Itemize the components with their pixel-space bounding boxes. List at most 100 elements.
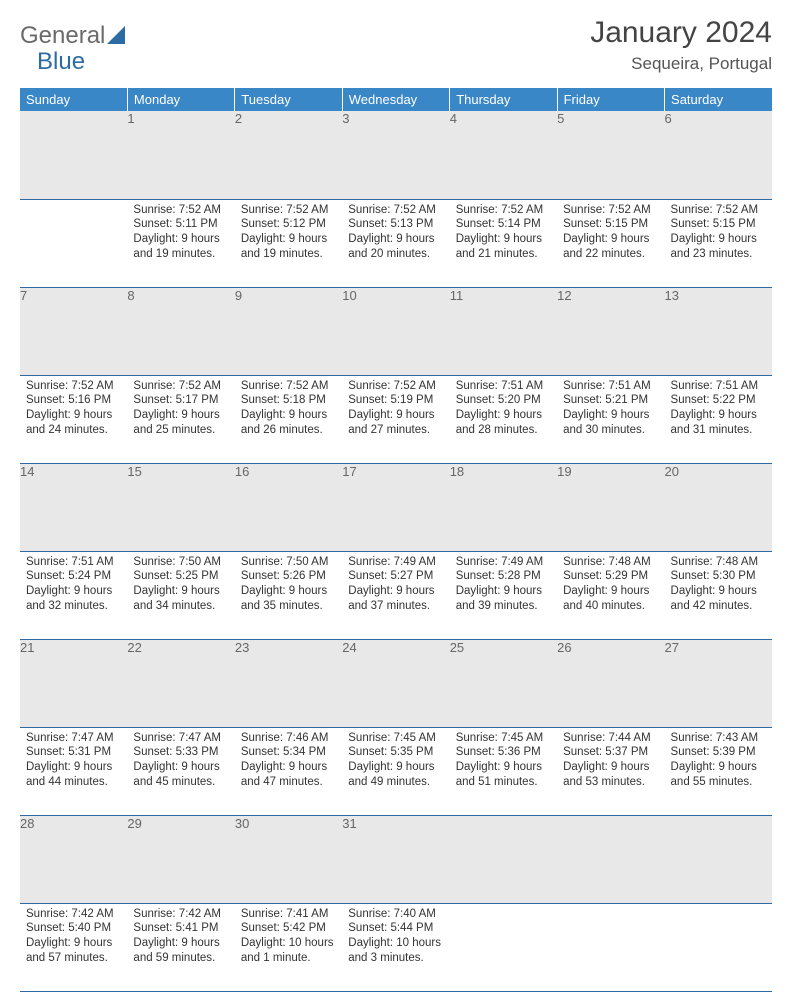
day-cell: Sunrise: 7:49 AMSunset: 5:28 PMDaylight:…	[450, 551, 557, 639]
day-number-cell: 10	[342, 287, 449, 375]
day-number-cell	[557, 815, 664, 903]
day-number-cell: 7	[20, 287, 127, 375]
day-details: Sunrise: 7:40 AMSunset: 5:44 PMDaylight:…	[342, 904, 449, 972]
day-number-cell: 13	[665, 287, 772, 375]
weekday-header: Tuesday	[235, 88, 342, 111]
day-number-cell: 19	[557, 463, 664, 551]
day-cell: Sunrise: 7:42 AMSunset: 5:40 PMDaylight:…	[20, 903, 127, 991]
day-cell: Sunrise: 7:46 AMSunset: 5:34 PMDaylight:…	[235, 727, 342, 815]
day-number-cell: 8	[127, 287, 234, 375]
day-number-cell: 26	[557, 639, 664, 727]
day-cell	[665, 903, 772, 991]
weekday-header: Sunday	[20, 88, 127, 111]
day-cell	[450, 903, 557, 991]
day-number-cell: 2	[235, 111, 342, 199]
day-cell: Sunrise: 7:51 AMSunset: 5:20 PMDaylight:…	[450, 375, 557, 463]
day-number-cell: 31	[342, 815, 449, 903]
day-cell: Sunrise: 7:52 AMSunset: 5:14 PMDaylight:…	[450, 199, 557, 287]
day-cell: Sunrise: 7:50 AMSunset: 5:25 PMDaylight:…	[127, 551, 234, 639]
day-details: Sunrise: 7:46 AMSunset: 5:34 PMDaylight:…	[235, 728, 342, 796]
location-subtitle: Sequeira, Portugal	[590, 54, 772, 74]
weekday-header: Friday	[557, 88, 664, 111]
day-cell: Sunrise: 7:48 AMSunset: 5:30 PMDaylight:…	[665, 551, 772, 639]
day-details: Sunrise: 7:44 AMSunset: 5:37 PMDaylight:…	[557, 728, 664, 796]
day-number-cell: 23	[235, 639, 342, 727]
day-number-cell: 6	[665, 111, 772, 199]
day-details: Sunrise: 7:52 AMSunset: 5:13 PMDaylight:…	[342, 200, 449, 268]
day-number-cell: 24	[342, 639, 449, 727]
day-cell: Sunrise: 7:44 AMSunset: 5:37 PMDaylight:…	[557, 727, 664, 815]
day-number-cell: 18	[450, 463, 557, 551]
day-number-cell: 27	[665, 639, 772, 727]
page-header: General January 2024 Sequeira, Portugal	[20, 16, 772, 74]
day-cell: Sunrise: 7:51 AMSunset: 5:21 PMDaylight:…	[557, 375, 664, 463]
day-number-cell: 5	[557, 111, 664, 199]
day-details: Sunrise: 7:52 AMSunset: 5:15 PMDaylight:…	[557, 200, 664, 268]
day-cell	[557, 903, 664, 991]
day-cell: Sunrise: 7:52 AMSunset: 5:18 PMDaylight:…	[235, 375, 342, 463]
day-details: Sunrise: 7:52 AMSunset: 5:15 PMDaylight:…	[665, 200, 772, 268]
logo-sail-icon	[107, 26, 129, 46]
month-title: January 2024	[590, 16, 772, 50]
day-number-cell: 16	[235, 463, 342, 551]
brand-part2: Blue	[37, 48, 85, 76]
day-cell: Sunrise: 7:52 AMSunset: 5:11 PMDaylight:…	[127, 199, 234, 287]
day-details: Sunrise: 7:52 AMSunset: 5:14 PMDaylight:…	[450, 200, 557, 268]
day-details: Sunrise: 7:52 AMSunset: 5:18 PMDaylight:…	[235, 376, 342, 444]
day-number-cell: 12	[557, 287, 664, 375]
brand-logo: General	[20, 22, 131, 50]
day-number-cell: 11	[450, 287, 557, 375]
brand-part1: General	[20, 22, 105, 50]
day-number-cell: 15	[127, 463, 234, 551]
day-details: Sunrise: 7:41 AMSunset: 5:42 PMDaylight:…	[235, 904, 342, 972]
day-cell: Sunrise: 7:42 AMSunset: 5:41 PMDaylight:…	[127, 903, 234, 991]
day-number-cell: 9	[235, 287, 342, 375]
day-number-cell: 4	[450, 111, 557, 199]
day-cell: Sunrise: 7:47 AMSunset: 5:33 PMDaylight:…	[127, 727, 234, 815]
day-number-cell: 14	[20, 463, 127, 551]
day-details: Sunrise: 7:52 AMSunset: 5:11 PMDaylight:…	[127, 200, 234, 268]
day-cell: Sunrise: 7:43 AMSunset: 5:39 PMDaylight:…	[665, 727, 772, 815]
day-cell: Sunrise: 7:50 AMSunset: 5:26 PMDaylight:…	[235, 551, 342, 639]
day-cell: Sunrise: 7:52 AMSunset: 5:15 PMDaylight:…	[665, 199, 772, 287]
calendar-head: SundayMondayTuesdayWednesdayThursdayFrid…	[20, 88, 772, 111]
weekday-header: Thursday	[450, 88, 557, 111]
weekday-header: Wednesday	[342, 88, 449, 111]
day-number-cell: 22	[127, 639, 234, 727]
day-cell: Sunrise: 7:52 AMSunset: 5:15 PMDaylight:…	[557, 199, 664, 287]
day-cell: Sunrise: 7:48 AMSunset: 5:29 PMDaylight:…	[557, 551, 664, 639]
day-cell: Sunrise: 7:51 AMSunset: 5:22 PMDaylight:…	[665, 375, 772, 463]
day-details: Sunrise: 7:48 AMSunset: 5:29 PMDaylight:…	[557, 552, 664, 620]
weekday-header: Saturday	[665, 88, 772, 111]
day-details: Sunrise: 7:52 AMSunset: 5:19 PMDaylight:…	[342, 376, 449, 444]
day-details: Sunrise: 7:49 AMSunset: 5:28 PMDaylight:…	[450, 552, 557, 620]
day-cell: Sunrise: 7:52 AMSunset: 5:13 PMDaylight:…	[342, 199, 449, 287]
day-number-cell	[450, 815, 557, 903]
day-details: Sunrise: 7:48 AMSunset: 5:30 PMDaylight:…	[665, 552, 772, 620]
day-details: Sunrise: 7:47 AMSunset: 5:33 PMDaylight:…	[127, 728, 234, 796]
day-details: Sunrise: 7:45 AMSunset: 5:36 PMDaylight:…	[450, 728, 557, 796]
day-number-cell: 29	[127, 815, 234, 903]
day-details: Sunrise: 7:51 AMSunset: 5:21 PMDaylight:…	[557, 376, 664, 444]
day-details: Sunrise: 7:43 AMSunset: 5:39 PMDaylight:…	[665, 728, 772, 796]
day-number-cell	[20, 111, 127, 199]
day-details: Sunrise: 7:51 AMSunset: 5:22 PMDaylight:…	[665, 376, 772, 444]
calendar-body: 1 23 456 Sunrise: 7:52 AMSunset: 5:11 PMDay…	[20, 111, 772, 991]
title-block: January 2024 Sequeira, Portugal	[590, 16, 772, 74]
day-cell: Sunrise: 7:52 AMSunset: 5:17 PMDaylight:…	[127, 375, 234, 463]
day-cell: Sunrise: 7:47 AMSunset: 5:31 PMDaylight:…	[20, 727, 127, 815]
day-details: Sunrise: 7:52 AMSunset: 5:16 PMDaylight:…	[20, 376, 127, 444]
weekday-header: Monday	[127, 88, 234, 111]
day-number-cell: 30	[235, 815, 342, 903]
day-cell: Sunrise: 7:52 AMSunset: 5:12 PMDaylight:…	[235, 199, 342, 287]
day-details: Sunrise: 7:42 AMSunset: 5:41 PMDaylight:…	[127, 904, 234, 972]
day-cell: Sunrise: 7:52 AMSunset: 5:16 PMDaylight:…	[20, 375, 127, 463]
day-number-cell: 1	[127, 111, 234, 199]
day-details: Sunrise: 7:42 AMSunset: 5:40 PMDaylight:…	[20, 904, 127, 972]
day-number-cell: 28	[20, 815, 127, 903]
day-details: Sunrise: 7:51 AMSunset: 5:24 PMDaylight:…	[20, 552, 127, 620]
day-details: Sunrise: 7:51 AMSunset: 5:20 PMDaylight:…	[450, 376, 557, 444]
day-cell: Sunrise: 7:40 AMSunset: 5:44 PMDaylight:…	[342, 903, 449, 991]
calendar-table: SundayMondayTuesdayWednesdayThursdayFrid…	[20, 88, 772, 992]
day-details: Sunrise: 7:52 AMSunset: 5:12 PMDaylight:…	[235, 200, 342, 268]
